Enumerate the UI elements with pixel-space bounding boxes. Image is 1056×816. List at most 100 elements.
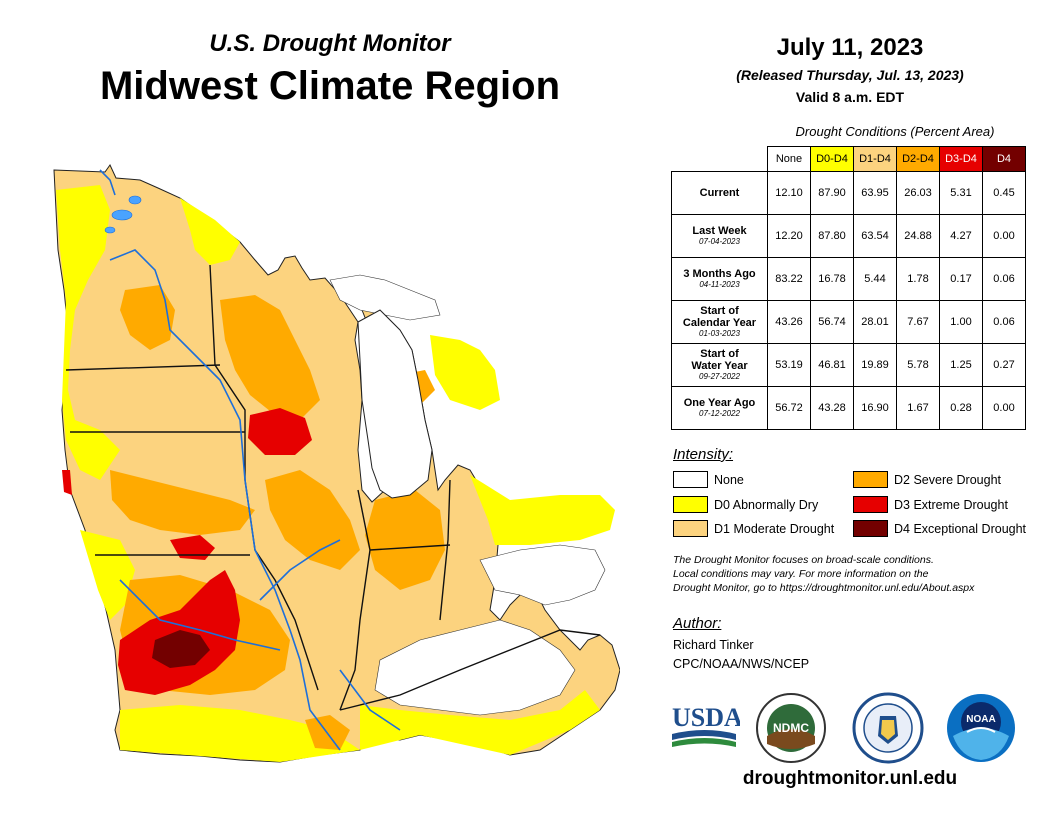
table-cell: 28.01 xyxy=(853,300,897,344)
d4-area-missouri xyxy=(152,630,210,668)
col-header-d4: D4 xyxy=(982,146,1026,172)
table-cell: 4.27 xyxy=(939,214,983,258)
table-cell: 43.26 xyxy=(767,300,811,344)
table-corner xyxy=(672,147,768,172)
table-cell: 83.22 xyxy=(767,257,811,301)
table-cell: 0.00 xyxy=(982,214,1026,258)
d3-area-wisconsin xyxy=(248,408,312,455)
usda-logo: USDA xyxy=(672,703,740,747)
row-date: 07-12-2022 xyxy=(699,409,740,418)
legend-label-d1: D1 Moderate Drought xyxy=(714,521,835,536)
table-cell: 0.27 xyxy=(982,343,1026,387)
table-row: 3 Months Ago 04-11-2023 83.22 16.78 5.44 1.78… xyxy=(671,257,1026,301)
legend-item-d1: D1 Moderate Drought xyxy=(673,520,834,537)
doc-seal-logo xyxy=(852,692,924,764)
table-cell: 1.78 xyxy=(896,257,940,301)
table-header-row: None D0-D4 D1-D4 D2-D4 D3-D4 D4 xyxy=(672,146,1026,172)
row-label: Last Week 07-04-2023 xyxy=(671,214,768,258)
author-name: Richard Tinker xyxy=(673,638,754,652)
table-cell: 0.06 xyxy=(982,257,1026,301)
table-row: Current 12.10 87.90 63.95 26.03 5.31 0.45 xyxy=(671,171,1026,215)
small-lakes xyxy=(104,195,142,234)
row-date: 04-11-2023 xyxy=(699,280,740,289)
row-date: 07-04-2023 xyxy=(699,237,740,246)
author-heading: Author: xyxy=(673,615,722,632)
none-area-ohio xyxy=(479,544,606,606)
d2-area-minnesota xyxy=(120,285,175,350)
table-cell: 5.31 xyxy=(939,171,983,215)
disclaimer-note: The Drought Monitor focuses on broad-sca… xyxy=(673,553,1043,595)
legend-label-none: None xyxy=(714,472,744,487)
row-label-text: Last Week xyxy=(692,225,747,237)
website-link[interactable]: droughtmonitor.unl.edu xyxy=(742,768,958,789)
table-cell: 63.95 xyxy=(853,171,897,215)
d0-area-sw xyxy=(80,530,135,620)
d3-area-iowa xyxy=(170,535,215,560)
usda-logo-text: USDA xyxy=(672,703,740,732)
table-cell: 5.44 xyxy=(853,257,897,301)
note-line-1: The Drought Monitor focuses on broad-sca… xyxy=(673,554,934,566)
table-cell: 12.10 xyxy=(767,171,811,215)
valid-time: Valid 8 a.m. EDT xyxy=(795,89,905,105)
table-caption: Drought Conditions (Percent Area) xyxy=(795,124,995,139)
table-cell: 0.06 xyxy=(982,300,1026,344)
table-cell: 56.74 xyxy=(810,300,854,344)
row-label-text: 3 Months Ago xyxy=(683,268,756,280)
legend-swatch-d4 xyxy=(853,520,888,537)
row-date: 09-27-2022 xyxy=(699,372,740,381)
legend-item-d2: D2 Severe Drought xyxy=(853,471,1001,488)
table-cell: 0.17 xyxy=(939,257,983,301)
legend-swatch-d0 xyxy=(673,496,708,513)
d2-area-iowa xyxy=(110,470,255,535)
table-cell: 26.03 xyxy=(896,171,940,215)
table-cell: 87.80 xyxy=(810,214,854,258)
table-cell: 16.90 xyxy=(853,386,897,430)
legend-swatch-d3 xyxy=(853,496,888,513)
row-label: Start of Calendar Year 01-03-2023 xyxy=(671,300,768,344)
table-cell: 5.78 xyxy=(896,343,940,387)
table-row: Last Week 07-04-2023 12.20 87.80 63.54 24.88 4… xyxy=(671,214,1026,258)
row-label-text: One Year Ago xyxy=(683,397,756,409)
table-cell: 12.20 xyxy=(767,214,811,258)
valid-date: July 11, 2023 xyxy=(776,34,924,61)
d2-area-wisconsin xyxy=(220,295,320,420)
row-label: 3 Months Ago 04-11-2023 xyxy=(671,257,768,301)
col-header-d0-d4: D0-D4 xyxy=(810,146,854,172)
ndmc-logo-text: NDMC xyxy=(773,721,809,735)
ndmc-logo: NDMC xyxy=(756,693,826,763)
d0-area-kentucky-edge xyxy=(360,690,600,755)
table-cell: 1.67 xyxy=(896,386,940,430)
d0-area-south xyxy=(120,705,360,762)
row-date: 01-03-2023 xyxy=(699,329,740,338)
d0-area-michigan xyxy=(430,335,500,410)
map-title: Midwest Climate Region xyxy=(99,64,561,108)
none-area-upper-peninsula xyxy=(329,274,441,321)
map-subtitle: U.S. Drought Monitor xyxy=(209,30,451,57)
legend-swatch-d2 xyxy=(853,471,888,488)
table-row: One Year Ago 07-12-2022 56.72 43.28 16.90 1.6… xyxy=(671,386,1026,430)
table-cell: 87.90 xyxy=(810,171,854,215)
col-header-d1-d4: D1-D4 xyxy=(853,146,897,172)
drought-stats-table: None D0-D4 D1-D4 D2-D4 D3-D4 D4 Current 1… xyxy=(671,146,1026,430)
col-header-d3-d4: D3-D4 xyxy=(939,146,983,172)
table-cell: 63.54 xyxy=(853,214,897,258)
table-row: Start of Water Year 09-27-2022 53.19 46.81 19… xyxy=(671,343,1026,387)
table-row: Start of Calendar Year 01-03-2023 43.26 56.7… xyxy=(671,300,1026,344)
legend-item-d3: D3 Extreme Drought xyxy=(853,496,1008,513)
row-label-text: Current xyxy=(699,187,740,199)
table-cell: 43.28 xyxy=(810,386,854,430)
rivers xyxy=(99,169,401,751)
legend-item-d4: D4 Exceptional Drought xyxy=(853,520,1026,537)
table-cell: 53.19 xyxy=(767,343,811,387)
note-line-3: Drought Monitor, go to https://droughtmo… xyxy=(673,582,975,594)
row-label: One Year Ago 07-12-2022 xyxy=(671,386,768,430)
table-cell: 1.25 xyxy=(939,343,983,387)
table-cell: 1.00 xyxy=(939,300,983,344)
table-cell: 19.89 xyxy=(853,343,897,387)
d0-area-west xyxy=(56,185,120,480)
legend-item-d0: D0 Abnormally Dry xyxy=(673,496,818,513)
lake-michigan xyxy=(357,309,433,499)
table-cell: 0.45 xyxy=(982,171,1026,215)
row-label: Start of Water Year 09-27-2022 xyxy=(671,343,768,387)
table-cell: 0.00 xyxy=(982,386,1026,430)
